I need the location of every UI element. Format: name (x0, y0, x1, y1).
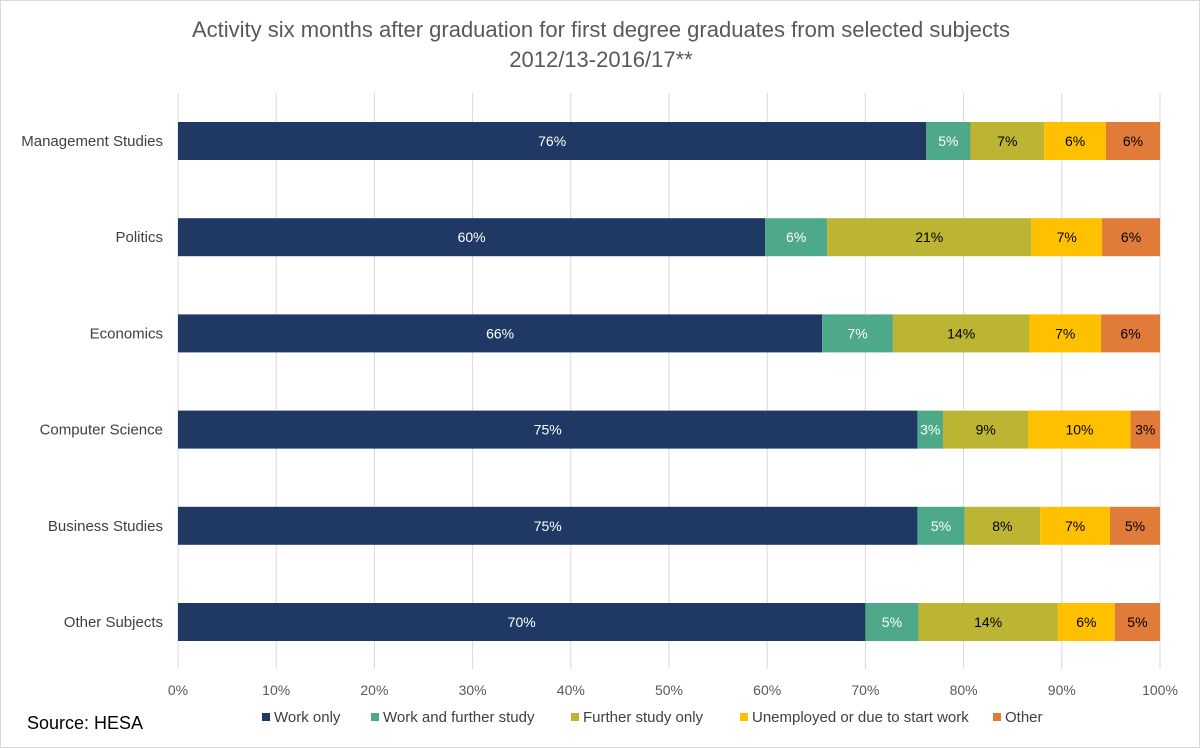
data-label: 9% (976, 422, 996, 438)
chart-subtitle: 2012/13-2016/17** (509, 47, 693, 72)
data-label: 66% (486, 325, 514, 341)
data-label: 7% (1057, 229, 1077, 245)
bar-segment (1031, 218, 1103, 257)
data-label: 60% (458, 229, 486, 245)
data-label: 5% (938, 133, 958, 149)
x-tick-label: 10% (262, 682, 290, 698)
bar-segment (178, 603, 866, 641)
legend-swatch (371, 713, 379, 721)
bar-segment (1102, 218, 1160, 257)
legend-swatch (993, 713, 1001, 721)
data-label: 6% (1123, 133, 1143, 149)
bars: 76% 5% 7% 6% 6% 60% 6% 21% 7% 6% 66% 7% 14% 7% 6% 75% 3%… (178, 122, 1160, 641)
data-label: 7% (847, 325, 867, 341)
data-label: 14% (974, 614, 1002, 630)
bar-segment (1044, 122, 1106, 160)
category-labels: Management Studies Politics Economics Compu… (21, 133, 163, 631)
x-tick-label: 90% (1048, 682, 1076, 698)
bar-segment (917, 506, 965, 545)
data-label: 5% (1127, 614, 1147, 630)
x-tick-label: 50% (655, 682, 683, 698)
bar-segment (917, 410, 943, 449)
bar-segment (178, 218, 766, 257)
bar-segment (892, 314, 1030, 353)
legend-label: Work and further study (383, 709, 535, 726)
data-label: 70% (508, 614, 536, 630)
bar-segment (178, 410, 918, 449)
data-label: 7% (997, 133, 1017, 149)
x-axis-ticks: 0% 10% 20% 30% 40% 50% 60% 70% 80% 90% 100% (168, 682, 1178, 698)
data-label: 5% (1125, 518, 1145, 534)
bar-segment (942, 410, 1029, 449)
data-label: 6% (1120, 325, 1140, 341)
bar-segment (1109, 506, 1160, 545)
data-label: 7% (1065, 518, 1085, 534)
legend-label: Work only (274, 709, 341, 726)
bar-segment (1040, 506, 1110, 545)
data-label: 10% (1065, 422, 1093, 438)
x-tick-label: 80% (950, 682, 978, 698)
data-label: 76% (538, 133, 566, 149)
chart-title-line: Activity six months after graduation for… (192, 17, 1010, 42)
category-label: Business Studies (48, 518, 163, 535)
x-tick-label: 0% (168, 682, 188, 698)
x-tick-label: 60% (753, 682, 781, 698)
data-label: 5% (931, 518, 951, 534)
data-label: 6% (1065, 133, 1085, 149)
bar-segment (178, 314, 823, 353)
data-label: 21% (915, 229, 943, 245)
category-label: Computer Science (40, 422, 163, 439)
data-label: 8% (992, 518, 1012, 534)
legend-swatch (262, 713, 270, 721)
bar-segment (178, 122, 927, 160)
x-tick-label: 100% (1142, 682, 1178, 698)
x-tick-label: 70% (851, 682, 879, 698)
data-label: 75% (534, 422, 562, 438)
bar-segment (918, 603, 1058, 641)
category-label: Economics (90, 325, 163, 342)
source-note: Source: HESA (27, 713, 143, 733)
bar-segment (1057, 603, 1115, 641)
legend-label: Further study only (583, 709, 704, 726)
category-label: Management Studies (21, 133, 163, 150)
bar-segment (865, 603, 919, 641)
data-label: 3% (1135, 422, 1155, 438)
legend: Work only Work and further study Further s… (262, 709, 1043, 726)
bar-segment (765, 218, 828, 257)
category-label: Other Subjects (64, 614, 163, 631)
legend-swatch (740, 713, 748, 721)
legend-label: Other (1005, 709, 1043, 726)
bar-segment (827, 218, 1032, 257)
bar-segment (1029, 314, 1102, 353)
bar-segment (926, 122, 971, 160)
data-label: 7% (1055, 325, 1075, 341)
bar-segment (1028, 410, 1131, 449)
data-label: 6% (786, 229, 806, 245)
bar-segment (1105, 122, 1160, 160)
legend-label: Unemployed or due to start work (752, 709, 969, 726)
gridlines (177, 93, 1161, 669)
bar-segment (970, 122, 1045, 160)
bar-segment (1130, 410, 1160, 449)
category-label: Politics (115, 229, 163, 246)
bar-segment (822, 314, 893, 353)
data-label: 14% (947, 325, 975, 341)
chart-title: Activity six months after graduation for… (192, 17, 1010, 72)
x-tick-label: 20% (360, 682, 388, 698)
x-tick-label: 40% (557, 682, 585, 698)
legend-swatch (571, 713, 579, 721)
data-label: 75% (534, 518, 562, 534)
bar-segment (1101, 314, 1160, 353)
x-tick-label: 30% (459, 682, 487, 698)
bar-segment (964, 506, 1041, 545)
data-label: 3% (920, 422, 940, 438)
data-label: 6% (1121, 229, 1141, 245)
data-label: 6% (1076, 614, 1096, 630)
bar-segment (1114, 603, 1160, 641)
bar-segment (178, 506, 918, 545)
data-label: 5% (882, 614, 902, 630)
